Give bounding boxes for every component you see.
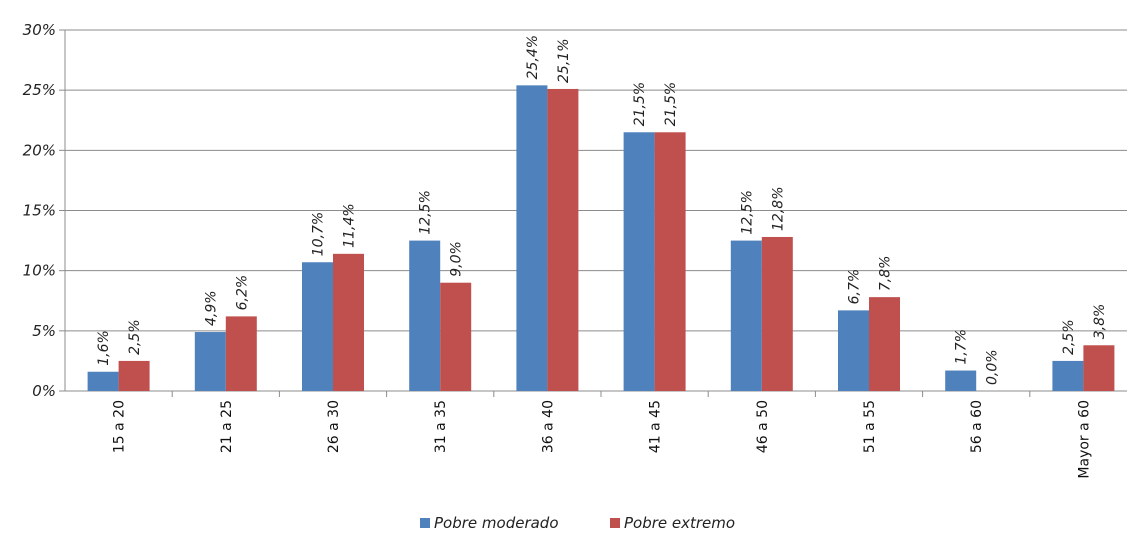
data-label-pobre-extremo-21-a-25: 6,2% [234, 275, 250, 311]
data-label-pobre-moderado-46-a-50: 12,5% [739, 190, 755, 234]
data-label-pobre-extremo-mayor-a-60: 3,8% [1092, 304, 1108, 340]
data-label-pobre-moderado-21-a-25: 4,9% [203, 290, 219, 326]
data-label-pobre-extremo-46-a-50: 12,8% [770, 186, 786, 230]
y-tick-label: 25% [23, 81, 56, 99]
bar-pobre-extremo-41-a-45 [654, 132, 686, 392]
data-label-pobre-extremo-36-a-40: 25,1% [556, 38, 572, 82]
bar-pobre-extremo-31-a-35 [440, 282, 472, 391]
data-label-pobre-moderado-51-a-55: 6,7% [847, 269, 863, 305]
data-label-pobre-extremo-51-a-55: 7,8% [878, 256, 894, 292]
bar-pobre-moderado-21-a-25 [194, 332, 226, 391]
bar-pobre-extremo-15-a-20 [118, 360, 150, 391]
gridlines [65, 29, 1127, 332]
x-tick-label-56-a-60: 56 a 60 [969, 400, 985, 453]
data-label-pobre-moderado-36-a-40: 25,4% [525, 35, 541, 79]
y-tick-label: 20% [23, 141, 56, 159]
data-label-pobre-moderado-41-a-45: 21,5% [632, 82, 648, 126]
x-tick-label-31-a-35: 31 a 35 [433, 400, 449, 453]
bar-pobre-moderado-51-a-55 [838, 310, 869, 391]
bar-pobre-moderado-41-a-45 [623, 132, 655, 392]
data-label-pobre-extremo-15-a-20: 2,5% [127, 319, 143, 355]
data-label-pobre-extremo-26-a-30: 11,4% [342, 203, 358, 247]
x-tick-label-mayor-a-60: Mayor a 60 [1076, 400, 1092, 479]
data-label-pobre-moderado-56-a-60: 1,7% [954, 329, 970, 365]
data-label-pobre-extremo-31-a-35: 9,0% [449, 241, 465, 277]
bar-pobre-extremo-21-a-25 [225, 316, 257, 391]
y-tick-label: 0% [32, 382, 56, 400]
bar-pobre-extremo-mayor-a-60 [1083, 345, 1115, 391]
bar-pobre-moderado-56-a-60 [945, 370, 977, 391]
data-label-pobre-extremo-56-a-60: 0,0% [985, 349, 1001, 385]
legend-swatch-pobre-moderado [420, 518, 430, 528]
data-label-pobre-moderado-31-a-35: 12,5% [418, 190, 434, 234]
bar-pobre-extremo-51-a-55 [869, 297, 900, 391]
bar-pobre-moderado-26-a-30 [302, 262, 333, 391]
bar-pobre-moderado-mayor-a-60 [1052, 360, 1084, 391]
legend-label-pobre-moderado: Pobre moderado [434, 514, 559, 532]
x-axis-ticks: 15 a 20 21 a 25 26 a 30 31 a 35 36 a 40 41 a … [112, 400, 1093, 479]
bar-pobre-extremo-26-a-30 [333, 253, 364, 391]
y-tick-label: 5% [32, 322, 56, 340]
x-tick-label-46-a-50: 46 a 50 [755, 400, 771, 453]
legend: Pobre moderado Pobre extremo [420, 514, 735, 532]
x-tick-label-15-a-20: 15 a 20 [112, 400, 128, 453]
bar-pobre-moderado-31-a-35 [409, 240, 441, 391]
bar-pobre-moderado-46-a-50 [730, 240, 762, 391]
x-tick-label-26-a-30: 26 a 30 [326, 400, 342, 453]
bar-pobre-extremo-46-a-50 [761, 236, 793, 391]
data-label-pobre-moderado-26-a-30: 10,7% [311, 212, 327, 256]
bars [87, 85, 1115, 392]
x-tick-label-41-a-45: 41 a 45 [648, 400, 664, 453]
legend-swatch-pobre-extremo [610, 518, 620, 528]
bar-pobre-moderado-15-a-20 [87, 371, 119, 391]
bar-pobre-extremo-36-a-40 [547, 88, 579, 392]
x-tick-label-51-a-55: 51 a 55 [862, 400, 878, 453]
y-tick-label: 30% [23, 21, 56, 39]
y-tick-label: 10% [23, 262, 56, 280]
x-tick-label-36-a-40: 36 a 40 [540, 400, 556, 453]
data-label-pobre-extremo-41-a-45: 21,5% [663, 82, 679, 126]
data-label-pobre-moderado-mayor-a-60: 2,5% [1061, 319, 1077, 355]
x-tick-label-21-a-25: 21 a 25 [219, 400, 235, 453]
bar-pobre-moderado-36-a-40 [516, 85, 548, 391]
data-labels: 1,6% 2,5% 4,9% 6,2% 10,7% 11,4% 12,5% 9,0% 25,4%… [96, 35, 1108, 385]
y-tick-label: 15% [23, 202, 56, 220]
legend-label-pobre-extremo: Pobre extremo [624, 514, 735, 532]
data-label-pobre-moderado-15-a-20: 1,6% [96, 330, 112, 366]
y-axis-ticks: 0% 5% 10% 15% 20% 25% 30% [23, 21, 65, 400]
